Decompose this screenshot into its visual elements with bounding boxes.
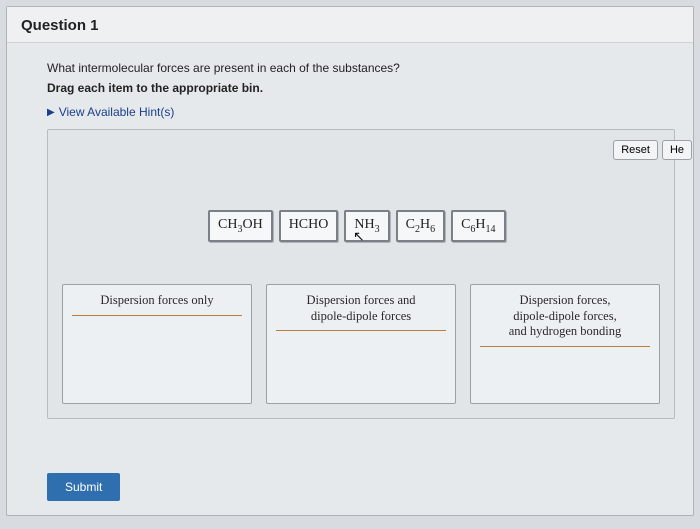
help-button[interactable]: He bbox=[662, 140, 692, 160]
question-body: What intermolecular forces are present i… bbox=[7, 43, 693, 419]
bin-title: Dispersion forces anddipole-dipole force… bbox=[276, 285, 445, 331]
prompt-text: What intermolecular forces are present i… bbox=[47, 61, 667, 75]
drop-bins: Dispersion forces only Dispersion forces… bbox=[62, 284, 660, 404]
hint-label: View Available Hint(s) bbox=[59, 105, 175, 119]
chip-hcho[interactable]: HCHO bbox=[279, 210, 339, 242]
drag-workspace: Reset He CH3OH HCHO NH3 C2H6 C6H14 ↖ Dis… bbox=[47, 129, 675, 419]
draggable-items: CH3OH HCHO NH3 C2H6 C6H14 bbox=[208, 210, 506, 242]
submit-bar: Submit bbox=[47, 473, 120, 501]
bin-title: Dispersion forces only bbox=[72, 285, 241, 316]
bin-dispersion-dipole-hbond[interactable]: Dispersion forces,dipole-dipole forces,a… bbox=[470, 284, 660, 404]
question-panel: Question 1 What intermolecular forces ar… bbox=[6, 6, 694, 516]
view-hints-toggle[interactable]: ▶ View Available Hint(s) bbox=[47, 105, 667, 119]
workspace-controls: Reset He bbox=[613, 140, 692, 160]
chip-c6h14[interactable]: C6H14 bbox=[451, 210, 505, 242]
reset-button[interactable]: Reset bbox=[613, 140, 658, 160]
bin-dispersion-dipole[interactable]: Dispersion forces anddipole-dipole force… bbox=[266, 284, 456, 404]
chevron-right-icon: ▶ bbox=[47, 107, 55, 118]
question-title: Question 1 bbox=[21, 17, 99, 34]
chip-nh3[interactable]: NH3 bbox=[344, 210, 389, 242]
submit-button[interactable]: Submit bbox=[47, 473, 120, 501]
question-header: Question 1 bbox=[7, 7, 693, 43]
bin-title: Dispersion forces,dipole-dipole forces,a… bbox=[480, 285, 649, 347]
bin-dispersion-only[interactable]: Dispersion forces only bbox=[62, 284, 252, 404]
chip-c2h6[interactable]: C2H6 bbox=[396, 210, 445, 242]
instruction-text: Drag each item to the appropriate bin. bbox=[47, 81, 667, 95]
chip-ch3oh[interactable]: CH3OH bbox=[208, 210, 273, 242]
